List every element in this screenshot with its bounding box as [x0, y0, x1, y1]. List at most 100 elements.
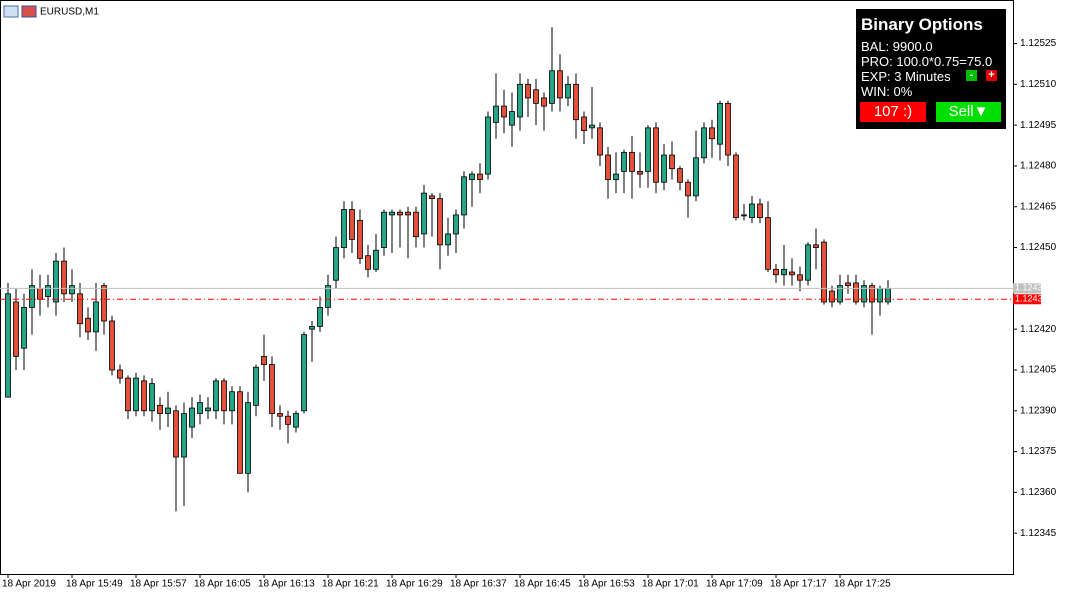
candle-body	[357, 219, 363, 259]
x-tick-label: 18 Apr 2019	[2, 579, 56, 590]
plus-button[interactable]: +	[986, 70, 997, 81]
candle-body	[53, 260, 59, 303]
x-tick-label: 18 Apr 16:53	[578, 579, 635, 590]
candle-body	[877, 287, 883, 303]
counter-button[interactable]: 107 :)	[860, 102, 926, 122]
profit: PRO: 100.0*0.75=75.0	[861, 54, 993, 69]
candle-body	[213, 380, 219, 412]
candle-body	[701, 127, 707, 159]
candle-body	[197, 402, 203, 414]
candle-body	[861, 285, 867, 303]
candle-body	[253, 366, 259, 406]
candle-body	[381, 211, 387, 248]
candle-body	[733, 154, 739, 219]
win: WIN: 0%	[861, 84, 913, 99]
y-tick-label: 1.12450	[1020, 242, 1057, 253]
candle-body	[349, 209, 355, 240]
candle-body	[469, 173, 475, 180]
y-tick-label: 1.12480	[1020, 161, 1057, 172]
y-tick-label: 1.12345	[1020, 528, 1057, 539]
candle-body	[109, 320, 115, 371]
candle-body	[589, 124, 595, 129]
candle-body	[85, 317, 91, 333]
candle-body	[869, 285, 875, 303]
candle-body	[725, 102, 731, 156]
price-label-bg	[1013, 283, 1041, 294]
candle-body	[477, 173, 483, 180]
candle-body	[525, 83, 531, 99]
candle-body	[805, 244, 811, 281]
candle-body	[189, 407, 195, 428]
x-tick-label: 18 Apr 16:05	[194, 579, 251, 590]
candle-body	[141, 380, 147, 412]
candle-body	[325, 285, 331, 308]
x-tick-label: 18 Apr 17:25	[834, 579, 891, 590]
x-tick-label: 18 Apr 16:29	[386, 579, 443, 590]
candle-body	[29, 285, 35, 308]
candle-body	[301, 334, 307, 412]
candle-body	[45, 285, 51, 297]
candle-body	[597, 127, 603, 156]
candle-body	[613, 173, 619, 180]
x-tick-label: 18 Apr 17:01	[642, 579, 699, 590]
candle-body	[837, 285, 843, 303]
candle-body	[365, 255, 371, 270]
candle-body	[461, 176, 467, 216]
candle-body	[285, 415, 291, 425]
candle-body	[629, 151, 635, 172]
candle-body	[437, 198, 443, 246]
icon	[21, 5, 37, 18]
candle-body	[637, 170, 643, 175]
candle-body	[237, 391, 243, 474]
candle-body	[133, 377, 139, 412]
x-tick-label: 18 Apr 16:21	[322, 579, 379, 590]
candle-body	[661, 154, 667, 183]
candle-body	[773, 268, 779, 276]
candle-body	[509, 111, 515, 126]
candle-body	[413, 211, 419, 238]
candle-body	[125, 377, 131, 412]
y-tick-label: 1.12375	[1020, 446, 1057, 457]
candle-body	[765, 217, 771, 270]
minus-button[interactable]: -	[966, 70, 977, 81]
candle-body	[493, 105, 499, 123]
price-label: 1.12431	[1015, 294, 1048, 304]
candle-body	[5, 293, 11, 398]
candle-body	[165, 407, 171, 414]
candle-body	[885, 287, 891, 303]
candle-body	[341, 209, 347, 248]
x-tick-label: 18 Apr 16:45	[514, 579, 571, 590]
candle-body	[93, 301, 99, 333]
candle-body	[749, 203, 755, 219]
candle-body	[453, 214, 459, 235]
y-tick-label: 1.12510	[1020, 79, 1057, 90]
x-tick-label: 18 Apr 16:13	[258, 579, 315, 590]
candle-body	[821, 241, 827, 303]
candle-body	[277, 413, 283, 417]
price-label: 1.12435	[1015, 283, 1048, 293]
x-tick-label: 18 Apr 15:49	[66, 579, 123, 590]
candle-body	[853, 282, 859, 303]
candle-body	[21, 307, 27, 349]
y-tick-label: 1.12360	[1020, 487, 1057, 498]
candle-body	[517, 83, 523, 118]
price-label-bg	[1013, 294, 1041, 305]
candle-body	[373, 249, 379, 270]
sell-button[interactable]: Sell▼	[936, 102, 1001, 122]
candle-body	[149, 383, 155, 412]
candle-body	[693, 157, 699, 197]
candle-body	[741, 214, 747, 217]
candle-body	[205, 407, 211, 412]
candle-body	[797, 274, 803, 281]
candle-body	[245, 402, 251, 474]
candle-body	[653, 127, 659, 183]
y-tick-label: 1.12420	[1020, 324, 1057, 335]
candle-body	[541, 97, 547, 107]
candle-body	[581, 116, 587, 131]
candle-body	[421, 192, 427, 235]
panel-title: Binary Options	[861, 15, 983, 34]
candle-body	[405, 211, 411, 216]
candle-body	[485, 116, 491, 175]
